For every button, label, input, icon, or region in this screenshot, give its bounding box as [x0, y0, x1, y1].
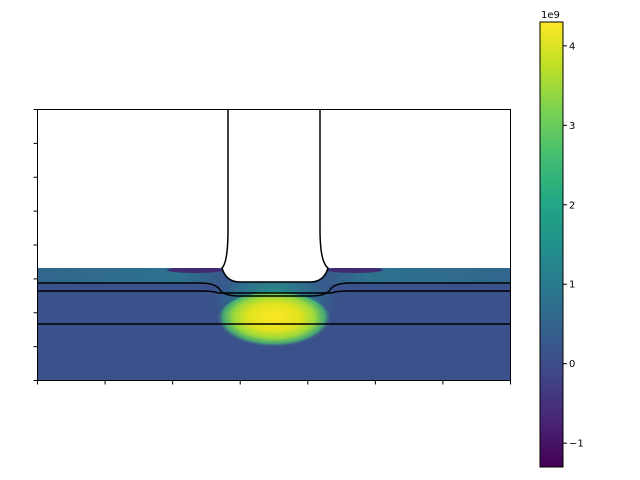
colorbar-tick-label: −1 [569, 439, 584, 450]
y-axis-ticks [33, 109, 38, 381]
contour-surface-upper [37, 282, 511, 297]
colorbar-tick-label: 1 [569, 280, 575, 291]
colorbar-ticks: −1 0 1 2 3 4 [563, 41, 584, 450]
x-axis-ticks [37, 380, 511, 385]
colorbar-tick-label: 2 [569, 200, 575, 211]
colorbar-tick-label: 0 [569, 359, 575, 370]
colorbar-tick-label: 3 [569, 121, 575, 132]
colorbar-tick-label: 4 [569, 41, 575, 52]
colorbar-gradient [539, 21, 564, 468]
colorbar: 1e9 −1 0 1 2 3 4 [539, 10, 584, 468]
contour-surface-lower [37, 290, 511, 294]
contour-probe-outline [221, 110, 329, 283]
contour-lines [37, 110, 511, 325]
colorbar-offset-text: 1e9 [541, 10, 560, 21]
